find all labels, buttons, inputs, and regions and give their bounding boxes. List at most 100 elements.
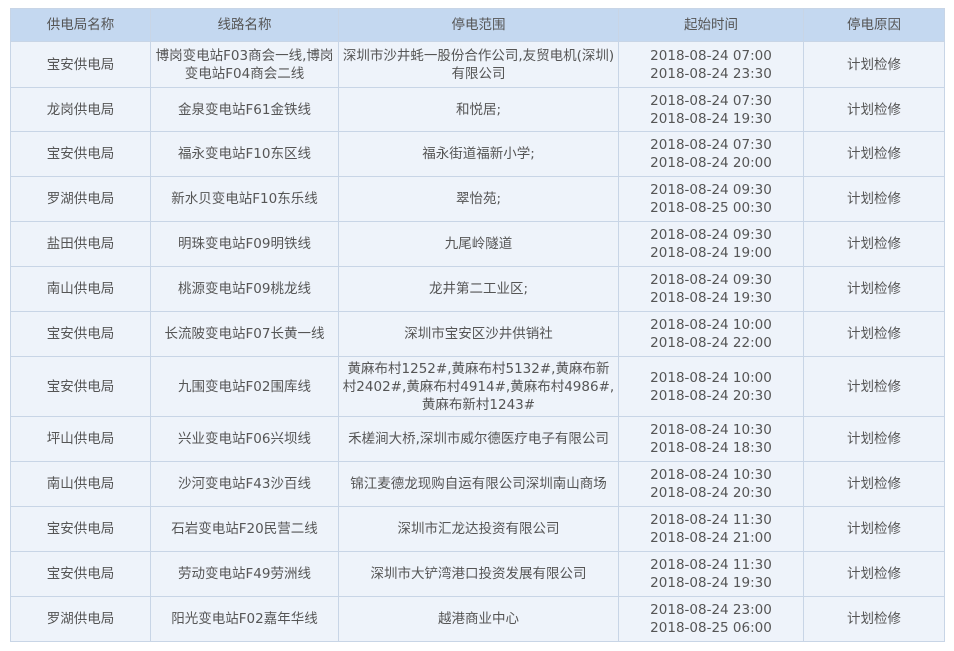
cell-time: 2018-08-24 09:30 2018-08-25 00:30 xyxy=(618,176,804,222)
time-start: 2018-08-24 11:30 xyxy=(650,512,772,528)
cell-reason: 计划检修 xyxy=(803,87,945,132)
time-start: 2018-08-24 09:30 xyxy=(650,227,772,243)
time-start: 2018-08-24 09:30 xyxy=(650,272,772,288)
header-line: 线路名称 xyxy=(150,8,339,42)
time-start: 2018-08-24 10:30 xyxy=(650,422,772,438)
cell-area: 深圳市大铲湾港口投资发展有限公司 xyxy=(338,551,619,597)
table-row: 坪山供电局 兴业变电站F06兴坝线 禾槎涧大桥,深圳市威尔德医疗电子有限公司 2018… xyxy=(10,416,945,462)
cell-time: 2018-08-24 09:30 2018-08-24 19:30 xyxy=(618,266,804,312)
cell-line: 桃源变电站F09桃龙线 xyxy=(150,266,339,312)
cell-time: 2018-08-24 10:00 2018-08-24 20:30 xyxy=(618,356,804,417)
time-start: 2018-08-24 07:30 xyxy=(650,137,772,153)
cell-line: 新水贝变电站F10东乐线 xyxy=(150,176,339,222)
cell-reason: 计划检修 xyxy=(803,596,945,642)
cell-time: 2018-08-24 07:30 2018-08-24 20:00 xyxy=(618,131,804,177)
cell-line: 沙河变电站F43沙百线 xyxy=(150,461,339,507)
time-start: 2018-08-24 09:30 xyxy=(650,182,772,198)
cell-bureau: 罗湖供电局 xyxy=(10,596,151,642)
cell-bureau: 宝安供电局 xyxy=(10,551,151,597)
cell-reason: 计划检修 xyxy=(803,311,945,357)
header-bureau: 供电局名称 xyxy=(10,8,151,42)
time-end: 2018-08-24 19:30 xyxy=(650,575,772,591)
cell-line: 明珠变电站F09明铁线 xyxy=(150,221,339,267)
cell-area: 深圳市沙井蚝一股份合作公司,友贸电机(深圳)有限公司 xyxy=(338,41,619,88)
table-row: 罗湖供电局 阳光变电站F02嘉年华线 越港商业中心 2018-08-24 23:00 2… xyxy=(10,596,945,642)
cell-area: 禾槎涧大桥,深圳市威尔德医疗电子有限公司 xyxy=(338,416,619,462)
cell-bureau: 南山供电局 xyxy=(10,461,151,507)
cell-area: 龙井第二工业区; xyxy=(338,266,619,312)
table-row: 南山供电局 桃源变电站F09桃龙线 龙井第二工业区; 2018-08-24 09:30… xyxy=(10,266,945,312)
time-end: 2018-08-24 19:00 xyxy=(650,245,772,261)
cell-area: 九尾岭隧道 xyxy=(338,221,619,267)
time-start: 2018-08-24 10:00 xyxy=(650,369,772,386)
table-row: 宝安供电局 劳动变电站F49劳洲线 深圳市大铲湾港口投资发展有限公司 2018-08-… xyxy=(10,551,945,597)
time-start: 2018-08-24 10:00 xyxy=(650,317,772,333)
time-start: 2018-08-24 07:00 xyxy=(650,47,772,64)
cell-line: 石岩变电站F20民营二线 xyxy=(150,506,339,552)
cell-bureau: 宝安供电局 xyxy=(10,506,151,552)
outage-table: 供电局名称 线路名称 停电范围 起始时间 停电原因 宝安供电局 博岗变电站F03商… xyxy=(10,8,945,642)
cell-time: 2018-08-24 11:30 2018-08-24 21:00 xyxy=(618,506,804,552)
cell-time: 2018-08-24 07:00 2018-08-24 23:30 xyxy=(618,41,804,88)
cell-line: 长流陂变电站F07长黄一线 xyxy=(150,311,339,357)
time-end: 2018-08-24 19:30 xyxy=(650,110,772,127)
cell-time: 2018-08-24 09:30 2018-08-24 19:00 xyxy=(618,221,804,267)
header-time: 起始时间 xyxy=(618,8,804,42)
time-end: 2018-08-24 22:00 xyxy=(650,335,772,351)
time-start: 2018-08-24 11:30 xyxy=(650,557,772,573)
cell-bureau: 宝安供电局 xyxy=(10,41,151,88)
table-row: 南山供电局 沙河变电站F43沙百线 锦江麦德龙现购自运有限公司深圳南山商场 2018-… xyxy=(10,461,945,507)
time-end: 2018-08-25 00:30 xyxy=(650,200,772,216)
cell-line: 博岗变电站F03商会一线,博岗变电站F04商会二线 xyxy=(150,41,339,88)
cell-area: 锦江麦德龙现购自运有限公司深圳南山商场 xyxy=(338,461,619,507)
cell-time: 2018-08-24 23:00 2018-08-25 06:00 xyxy=(618,596,804,642)
cell-line: 劳动变电站F49劳洲线 xyxy=(150,551,339,597)
time-end: 2018-08-24 20:00 xyxy=(650,155,772,171)
cell-time: 2018-08-24 07:30 2018-08-24 19:30 xyxy=(618,87,804,132)
cell-reason: 计划检修 xyxy=(803,416,945,462)
table-row: 宝安供电局 博岗变电站F03商会一线,博岗变电站F04商会二线 深圳市沙井蚝一股份合… xyxy=(10,41,945,88)
header-reason: 停电原因 xyxy=(803,8,945,42)
time-end: 2018-08-24 21:00 xyxy=(650,530,772,546)
cell-bureau: 宝安供电局 xyxy=(10,131,151,177)
time-start: 2018-08-24 10:30 xyxy=(650,467,772,483)
cell-line: 九围变电站F02围库线 xyxy=(150,356,339,417)
cell-reason: 计划检修 xyxy=(803,461,945,507)
cell-bureau: 宝安供电局 xyxy=(10,356,151,417)
cell-area: 深圳市汇龙达投资有限公司 xyxy=(338,506,619,552)
cell-area: 越港商业中心 xyxy=(338,596,619,642)
cell-reason: 计划检修 xyxy=(803,266,945,312)
table-header-row: 供电局名称 线路名称 停电范围 起始时间 停电原因 xyxy=(10,8,945,42)
table-row: 龙岗供电局 金泉变电站F61金铁线 和悦居; 2018-08-24 07:30 2018… xyxy=(10,87,945,132)
cell-reason: 计划检修 xyxy=(803,356,945,417)
table-row: 宝安供电局 福永变电站F10东区线 福永街道福新小学; 2018-08-24 07:3… xyxy=(10,131,945,177)
cell-reason: 计划检修 xyxy=(803,551,945,597)
time-end: 2018-08-24 20:30 xyxy=(650,485,772,501)
cell-bureau: 坪山供电局 xyxy=(10,416,151,462)
cell-area: 黄麻布村1252#,黄麻布村5132#,黄麻布新村2402#,黄麻布村4914#… xyxy=(338,356,619,417)
table-row: 罗湖供电局 新水贝变电站F10东乐线 翠怡苑; 2018-08-24 09:30 201… xyxy=(10,176,945,222)
cell-line: 阳光变电站F02嘉年华线 xyxy=(150,596,339,642)
cell-reason: 计划检修 xyxy=(803,506,945,552)
cell-reason: 计划检修 xyxy=(803,131,945,177)
cell-area: 深圳市宝安区沙井供销社 xyxy=(338,311,619,357)
table-row: 宝安供电局 石岩变电站F20民营二线 深圳市汇龙达投资有限公司 2018-08-24 … xyxy=(10,506,945,552)
time-start: 2018-08-24 07:30 xyxy=(650,92,772,109)
cell-reason: 计划检修 xyxy=(803,176,945,222)
cell-bureau: 南山供电局 xyxy=(10,266,151,312)
cell-bureau: 罗湖供电局 xyxy=(10,176,151,222)
cell-line: 兴业变电站F06兴坝线 xyxy=(150,416,339,462)
cell-time: 2018-08-24 10:30 2018-08-24 20:30 xyxy=(618,461,804,507)
cell-reason: 计划检修 xyxy=(803,221,945,267)
cell-bureau: 龙岗供电局 xyxy=(10,87,151,132)
cell-reason: 计划检修 xyxy=(803,41,945,88)
cell-area: 福永街道福新小学; xyxy=(338,131,619,177)
header-area: 停电范围 xyxy=(338,8,619,42)
time-end: 2018-08-24 23:30 xyxy=(650,65,772,82)
time-end: 2018-08-25 06:00 xyxy=(650,620,772,636)
cell-line: 金泉变电站F61金铁线 xyxy=(150,87,339,132)
cell-line: 福永变电站F10东区线 xyxy=(150,131,339,177)
cell-area: 和悦居; xyxy=(338,87,619,132)
time-end: 2018-08-24 18:30 xyxy=(650,440,772,456)
time-end: 2018-08-24 20:30 xyxy=(650,387,772,404)
